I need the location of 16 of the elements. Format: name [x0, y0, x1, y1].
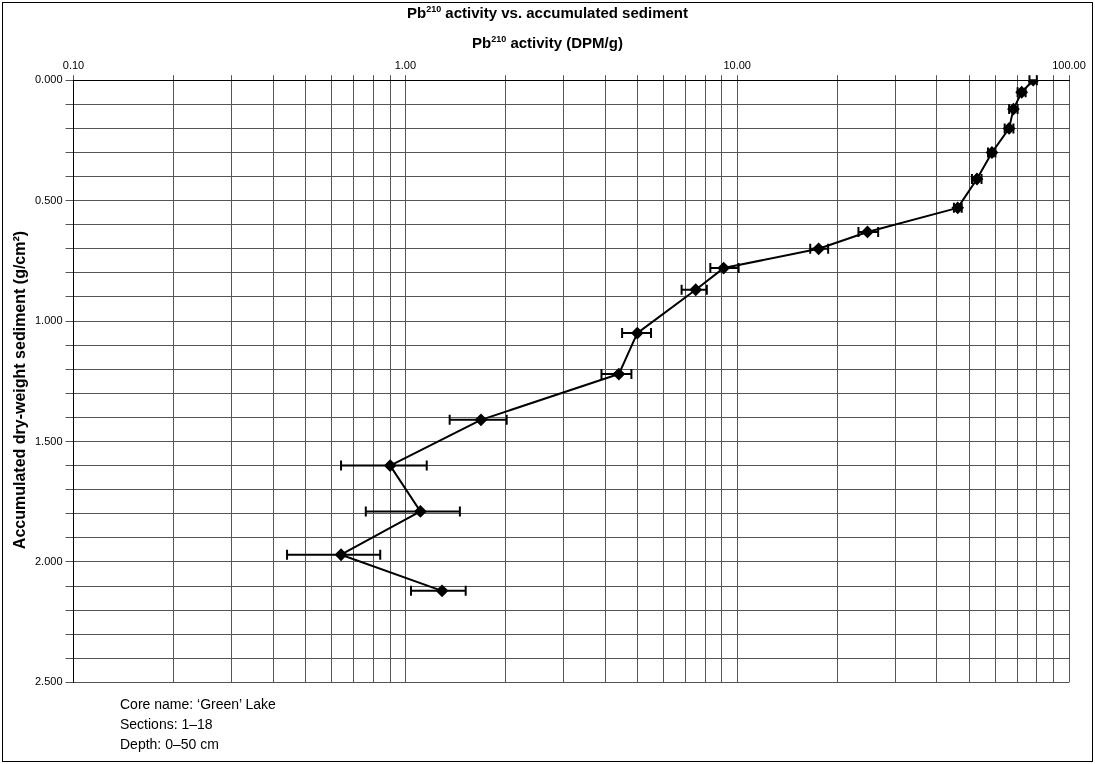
- x-tick-label: 0.10: [62, 58, 85, 71]
- y-tick-label: 2.500: [35, 675, 63, 688]
- x-tick-label: 1.00: [394, 58, 417, 71]
- y-tick-label: 2.000: [35, 554, 63, 567]
- text: Core name: ‘Green’ Lake: [120, 695, 276, 714]
- y-tick-label: 0.000: [35, 73, 63, 86]
- text: Depth: 0–50 cm: [120, 735, 220, 754]
- y-axis-title: Accumulated dry-weight sediment (g/cm²): [11, 230, 29, 550]
- x-tick-label: 10.00: [723, 58, 751, 71]
- y-tick-label: 0.500: [35, 193, 63, 206]
- y-tick-label: 1.000: [35, 314, 63, 327]
- x-axis-title: Pb$^{210}$ activity (DPM/g): [471, 34, 624, 51]
- text: Sections: 1–18: [120, 715, 214, 734]
- x-tick-label: 100.00: [1052, 58, 1086, 71]
- chart-title: Pb$^{210}$ activity vs. accumulated sediment: [406, 4, 689, 21]
- y-tick-label: 1.500: [35, 434, 63, 447]
